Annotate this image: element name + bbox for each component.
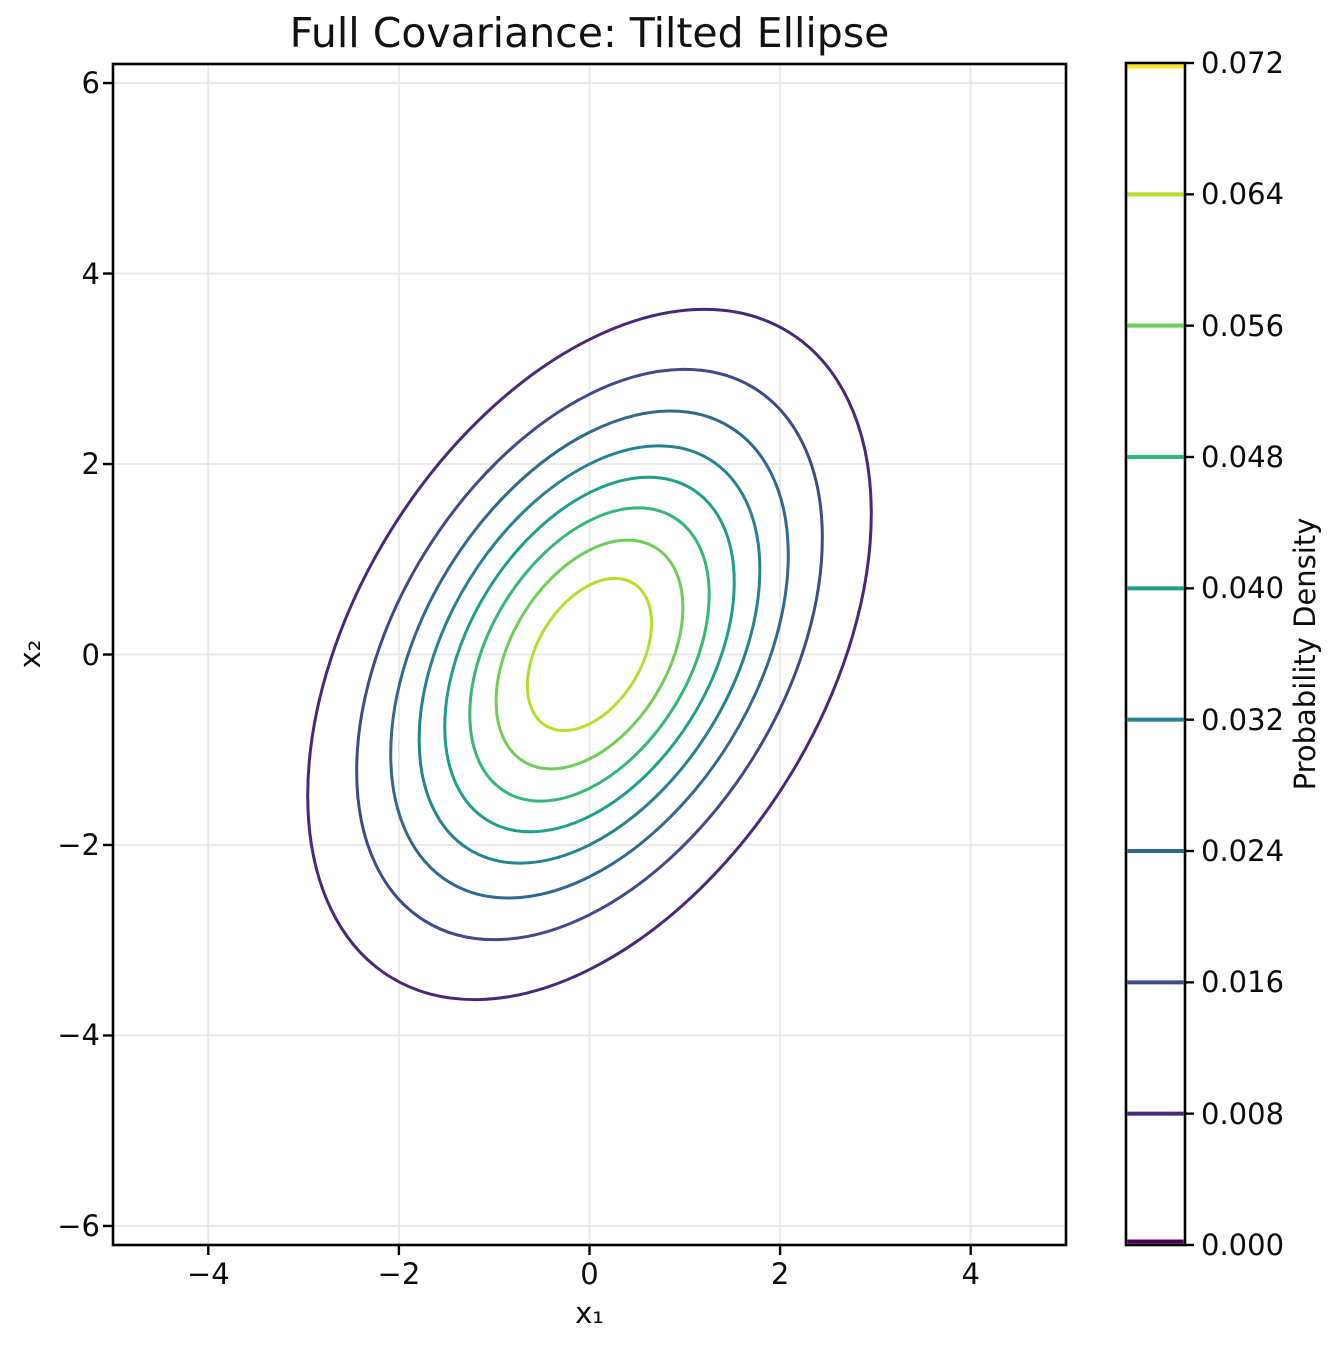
contour-ellipse <box>306 307 873 1002</box>
colorbar-tick-label: 0.024 <box>1201 834 1285 868</box>
y-tick-label: −6 <box>57 1208 100 1243</box>
x-axis-label: x₁ <box>575 1296 604 1330</box>
colorbar-tick-label: 0.040 <box>1201 571 1285 606</box>
colorbar-label: Probability Density <box>1288 517 1322 791</box>
colorbar-tick-label: 0.032 <box>1201 702 1285 737</box>
x-tick-label: −4 <box>186 1257 230 1291</box>
contour-ellipse <box>525 576 654 733</box>
contour-ellipse <box>468 506 711 803</box>
colorbar-tick-label: 0.064 <box>1201 177 1285 212</box>
colorbar-tick-label: 0.048 <box>1201 440 1285 474</box>
colorbar-tick-label: 0.016 <box>1201 965 1285 1000</box>
y-tick-label: 2 <box>81 447 100 482</box>
colorbar-tick-label: 0.072 <box>1201 46 1285 80</box>
contour-ellipse <box>389 409 790 900</box>
y-tick-label: 0 <box>81 637 100 672</box>
y-tick-label: 6 <box>81 66 100 101</box>
y-tick-label: −2 <box>57 827 100 862</box>
contour-ellipse <box>443 475 736 834</box>
x-tick-label: 2 <box>770 1257 790 1291</box>
colorbar-tick-label: 0.000 <box>1201 1228 1285 1262</box>
contour-ellipse <box>355 367 824 942</box>
x-tick-label: −2 <box>377 1257 421 1291</box>
x-tick-label: 0 <box>580 1257 599 1291</box>
y-tick-label: −4 <box>57 1018 100 1053</box>
contour-ellipse <box>494 538 685 771</box>
chart-title: Full Covariance: Tilted Ellipse <box>289 9 890 57</box>
contour-ellipse <box>417 444 762 865</box>
colorbar-tick-label: 0.008 <box>1201 1096 1285 1131</box>
colorbar-frame <box>1124 61 1187 1247</box>
colorbar-tick-label: 0.056 <box>1201 308 1285 343</box>
y-tick-label: 4 <box>81 256 100 291</box>
x-tick-label: 4 <box>961 1257 980 1291</box>
